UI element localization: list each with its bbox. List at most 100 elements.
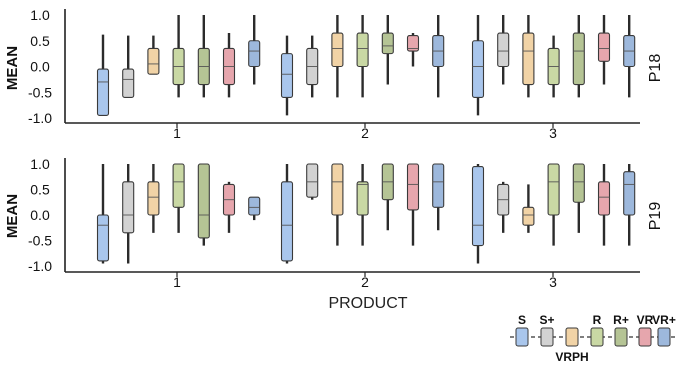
box-body xyxy=(280,181,294,262)
box-body xyxy=(306,163,319,198)
y-tick-label: 1.0 xyxy=(30,156,50,172)
box-body xyxy=(96,214,110,262)
box-s xyxy=(280,164,294,264)
x-tick-label: 1 xyxy=(173,125,181,141)
box-vr-plus xyxy=(248,15,261,85)
y-axis-title: MEAN xyxy=(4,46,21,90)
y-tick-label: -1.0 xyxy=(28,258,52,274)
y-tick-label: 0.5 xyxy=(30,182,50,198)
legend-label: R+ xyxy=(613,313,629,327)
box-body xyxy=(381,32,394,55)
legend-item: R xyxy=(590,313,604,347)
box-body xyxy=(432,163,445,208)
box-vr-plus xyxy=(623,164,636,246)
y-tick-label: -0.5 xyxy=(28,84,52,100)
box-vrph xyxy=(522,15,535,98)
panel-p18: 1.0 0.5 0.0 -0.5 -1.0 MEAN P18 1 2 3 xyxy=(4,7,664,141)
box-vrph xyxy=(147,164,160,233)
box-body xyxy=(597,181,611,216)
box-body xyxy=(147,47,160,75)
box-r-plus xyxy=(572,163,585,233)
box-r xyxy=(356,164,369,246)
box-vr xyxy=(222,33,236,98)
box-body xyxy=(331,163,344,216)
legend-item: S+ xyxy=(539,313,555,347)
box-s-plus xyxy=(497,15,510,85)
box-body xyxy=(522,206,535,226)
box-body xyxy=(248,40,261,68)
box-s-plus xyxy=(122,164,135,264)
legend-swatch xyxy=(540,327,554,347)
legend-label: R xyxy=(593,313,602,327)
box-vr-plus xyxy=(623,15,636,98)
box-vr xyxy=(222,181,236,233)
box-r-plus xyxy=(197,163,210,246)
box-r-plus xyxy=(381,163,394,231)
y-tick-label: -1.0 xyxy=(28,110,52,126)
x-tick-label: 1 xyxy=(173,274,181,290)
box-s xyxy=(96,34,110,116)
box-s xyxy=(471,164,485,264)
box-r-plus xyxy=(381,15,394,85)
box-s xyxy=(280,35,294,116)
legend-label: VRPH xyxy=(555,350,588,364)
legend-swatch xyxy=(638,327,652,347)
box-vr-plus xyxy=(432,163,445,231)
box-body xyxy=(572,163,585,203)
legend-item: VRPH xyxy=(555,327,589,364)
box-r-plus xyxy=(197,15,210,98)
box-s xyxy=(471,15,485,116)
x-axis-title: PRODUCT xyxy=(328,295,407,312)
y-tick-label: -0.5 xyxy=(28,233,52,249)
legend-label: S+ xyxy=(539,313,554,327)
legend-label: S xyxy=(518,313,526,327)
box-body xyxy=(331,32,344,68)
legend-swatch xyxy=(565,327,579,347)
box-body xyxy=(96,68,110,116)
box-vr xyxy=(597,164,611,246)
box-vr xyxy=(406,163,420,246)
legend-item: R+ xyxy=(613,313,629,347)
box-r xyxy=(356,15,369,98)
legend-item: VR+ xyxy=(652,313,676,347)
box-r xyxy=(547,163,560,246)
y-tick-label: 0.5 xyxy=(30,33,50,49)
legend-label: VR xyxy=(637,313,654,327)
box-body xyxy=(248,196,261,216)
box-vrph xyxy=(331,163,344,246)
box-body xyxy=(522,32,535,86)
box-body xyxy=(471,40,485,98)
panel-label: P19 xyxy=(647,202,664,231)
x-tick-label: 3 xyxy=(549,274,557,290)
box-vrph xyxy=(522,184,535,233)
box-body xyxy=(547,163,560,216)
legend-swatch xyxy=(657,327,671,347)
box-vr xyxy=(406,33,420,67)
y-tick-label: 0.0 xyxy=(30,207,50,223)
legend-label: VR+ xyxy=(652,313,676,327)
box-vr-plus xyxy=(432,15,445,98)
box-body xyxy=(597,32,611,62)
box-vr xyxy=(597,15,611,85)
box-r-plus xyxy=(572,15,585,98)
y-axis-title: MEAN xyxy=(4,194,21,238)
legend-item: S xyxy=(515,313,529,347)
box-body xyxy=(572,32,585,86)
box-body xyxy=(406,35,420,52)
box-body xyxy=(623,171,636,216)
box-s-plus xyxy=(497,181,510,233)
box-body xyxy=(122,181,135,234)
panel-p19: 1.0 0.5 0.0 -0.5 -1.0 MEAN P19 1 2 3 xyxy=(4,156,664,290)
box-body xyxy=(172,163,185,208)
box-body xyxy=(197,163,210,239)
box-vrph xyxy=(331,15,344,98)
box-body xyxy=(356,181,369,216)
legend-swatch xyxy=(590,327,604,347)
box-body xyxy=(471,166,485,247)
box-s-plus xyxy=(122,35,135,98)
box-body xyxy=(356,32,369,68)
legend-item: VR xyxy=(637,313,654,347)
legend-swatch xyxy=(614,327,628,347)
